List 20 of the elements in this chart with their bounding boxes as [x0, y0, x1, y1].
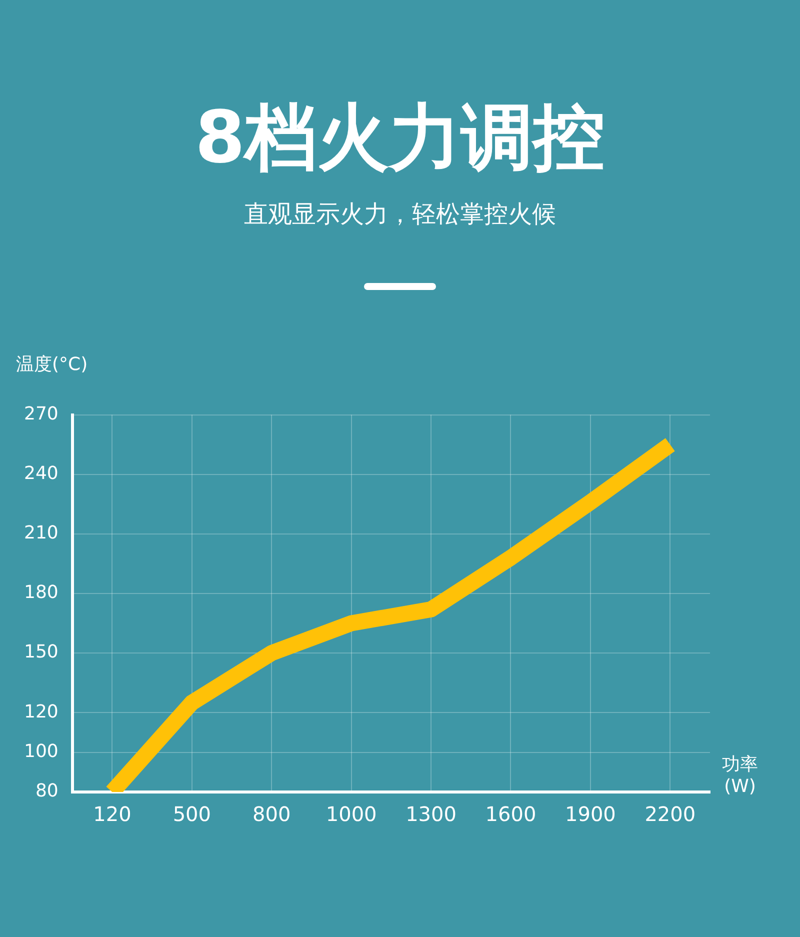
x-tick-label: 1000	[326, 802, 377, 826]
y-tick-label: 150	[24, 642, 58, 663]
x-tick-label: 1300	[406, 802, 456, 826]
y-tick-label: 210	[24, 522, 58, 544]
y-tick-label: 80	[35, 780, 58, 802]
x-tick-label: 1900	[564, 802, 616, 826]
y-tick-label: 180	[24, 582, 58, 604]
y-axis-title: 温度(°C)	[16, 353, 88, 376]
y-tick-label: 120	[24, 701, 58, 722]
chart-title: 8档火力调控	[194, 94, 606, 181]
y-tick-label: 270	[24, 403, 58, 424]
x-tick-label: 120	[93, 802, 132, 826]
chart-subtitle: 直观显示火力，轻松掌控火候	[243, 199, 557, 230]
y-tick-label: 100	[24, 740, 58, 762]
x-tick-label: 800	[252, 802, 291, 826]
x-tick-label: 500	[172, 802, 212, 826]
x-tick-label: 2200	[644, 802, 696, 826]
x-axis-title: 功率 (W)	[722, 753, 758, 797]
x-tick-label: 1600	[485, 802, 536, 826]
y-tick-label: 240	[24, 463, 58, 484]
